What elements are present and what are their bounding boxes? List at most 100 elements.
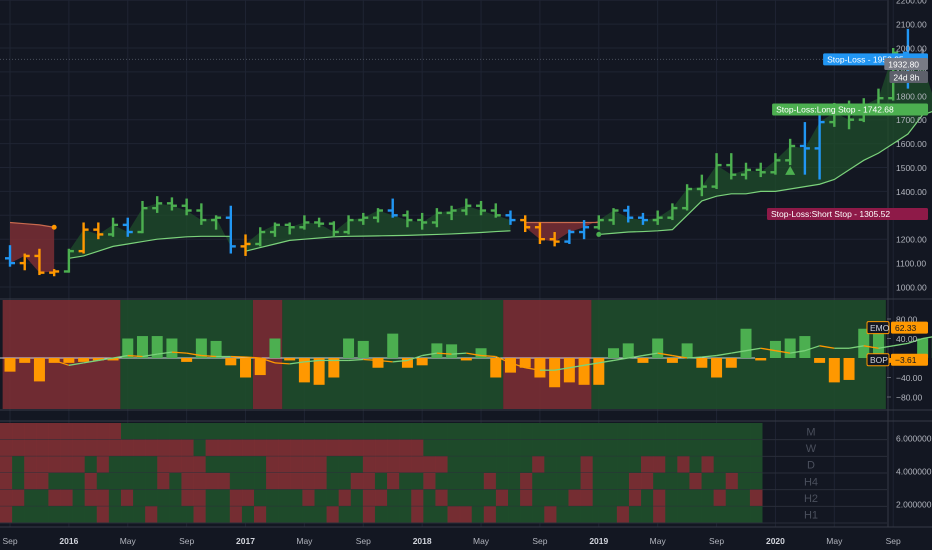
emo-line-segment — [775, 350, 791, 354]
emo-line-segment — [422, 352, 437, 357]
emo-line-segment — [53, 359, 70, 366]
time-axis-tick: Sep — [179, 536, 194, 546]
timeframe-cell — [217, 439, 231, 457]
timeframe-cell — [48, 423, 61, 440]
timeframe-cell — [749, 439, 763, 457]
long-stop-line — [598, 110, 932, 236]
timeframe-cell — [241, 473, 255, 490]
timeframe-cell — [145, 489, 158, 507]
timeframe-cell — [254, 456, 267, 474]
timeframe-cell — [411, 506, 424, 524]
bop-bar — [33, 358, 45, 382]
timeframe-cell — [737, 423, 751, 440]
price-panel[interactable] — [0, 28, 932, 277]
bop-bar — [711, 358, 723, 378]
timeframe-cell — [254, 423, 267, 440]
timeframe-cell — [653, 506, 666, 524]
timeframe-cell — [338, 423, 352, 440]
oscillator-panel[interactable] — [0, 300, 932, 409]
timeframe-cell — [580, 456, 594, 474]
timeframe-cell — [266, 439, 279, 457]
timeframe-cell — [145, 439, 158, 457]
oscillator-name-tag-bg — [866, 321, 890, 335]
timeframe-cell — [592, 473, 606, 490]
timeframe-cell — [483, 489, 497, 507]
timeframe-cell — [580, 489, 594, 507]
timeframe-cell — [36, 456, 49, 474]
timeframe-cell — [193, 489, 207, 507]
timeframe-cell — [399, 456, 412, 474]
price-axis-tick: 1500.00 — [896, 163, 927, 173]
timeframe-cell — [24, 506, 37, 524]
emo-line-segment — [848, 345, 864, 349]
emo-line-segment — [642, 352, 658, 357]
bop-bar — [416, 358, 428, 366]
bop-bar — [107, 358, 119, 361]
timeframe-cell — [447, 489, 461, 507]
timeframe-cell — [254, 489, 267, 507]
price-label-bg — [884, 58, 928, 71]
timeframe-cell — [120, 423, 134, 440]
emo-line-segment — [598, 359, 614, 364]
timeframe-cell — [84, 456, 98, 474]
emo-line-segment — [466, 352, 482, 357]
ohlc-bar — [770, 153, 781, 175]
timeframe-cell — [229, 473, 243, 490]
bop-bar — [504, 358, 516, 373]
ohlc-bar — [108, 217, 119, 237]
timeframe-cell — [556, 423, 569, 440]
timeframe-cell — [568, 423, 582, 440]
timeframe-cell — [411, 489, 424, 507]
timeframe-cell — [495, 506, 509, 524]
timeframe-cell — [520, 489, 533, 507]
timeframe-cell — [689, 506, 703, 524]
timeframe-cell — [677, 489, 690, 507]
timeframe-cell — [495, 473, 509, 490]
emo-line-segment — [863, 345, 879, 349]
timeframe-cell — [133, 489, 146, 507]
timeframe-cell — [350, 439, 364, 457]
timeframe-cell — [12, 439, 25, 457]
ohlc-bar — [785, 138, 796, 166]
timeframe-cell — [133, 439, 146, 457]
ohlc-bar — [549, 232, 560, 247]
timeframe-cell — [435, 506, 449, 524]
ohlc-bar — [564, 229, 575, 244]
bop-bar — [269, 338, 281, 358]
timeframe-cell — [120, 473, 134, 490]
timeframe-cell — [411, 423, 424, 440]
time-axis-tick: May — [826, 536, 843, 546]
oscillator-name-tag: EMO — [870, 323, 890, 333]
bop-bar — [652, 338, 664, 358]
timeframe-cell — [616, 489, 630, 507]
ohlc-bar — [284, 222, 295, 235]
timeframe-cell — [36, 473, 49, 490]
timeframe-cell — [532, 439, 545, 457]
timeframe-cell — [205, 473, 219, 490]
timeframe-cell — [374, 423, 388, 440]
long-stop-line — [68, 235, 231, 259]
timeframe-cell — [665, 473, 678, 490]
timeframe-cell — [60, 439, 74, 457]
timeframe-cell — [229, 456, 243, 474]
timeframe-cell — [568, 473, 582, 490]
bop-bar — [475, 348, 487, 358]
timeframe-cell — [459, 456, 473, 474]
timeframe-cell — [362, 489, 376, 507]
emo-line-segment — [377, 359, 393, 363]
multi-timeframe-panel[interactable]: MWD H4 H2 H1 — [0, 423, 887, 524]
timeframe-cell — [12, 489, 25, 507]
timeframe-cell — [435, 473, 449, 490]
bop-bar — [696, 358, 708, 368]
timeframe-cell — [508, 473, 521, 490]
timeframe-cell — [120, 489, 134, 507]
timeframe-cell — [520, 423, 533, 440]
timeframe-cell — [628, 506, 642, 524]
bop-bar — [19, 358, 31, 363]
bop-bar — [298, 358, 310, 383]
timeframe-cell — [193, 456, 207, 474]
timeframe-cell — [108, 489, 122, 507]
emo-line-segment — [613, 357, 629, 362]
timeframe-cell — [471, 506, 485, 524]
ohlc-bar — [682, 184, 693, 211]
